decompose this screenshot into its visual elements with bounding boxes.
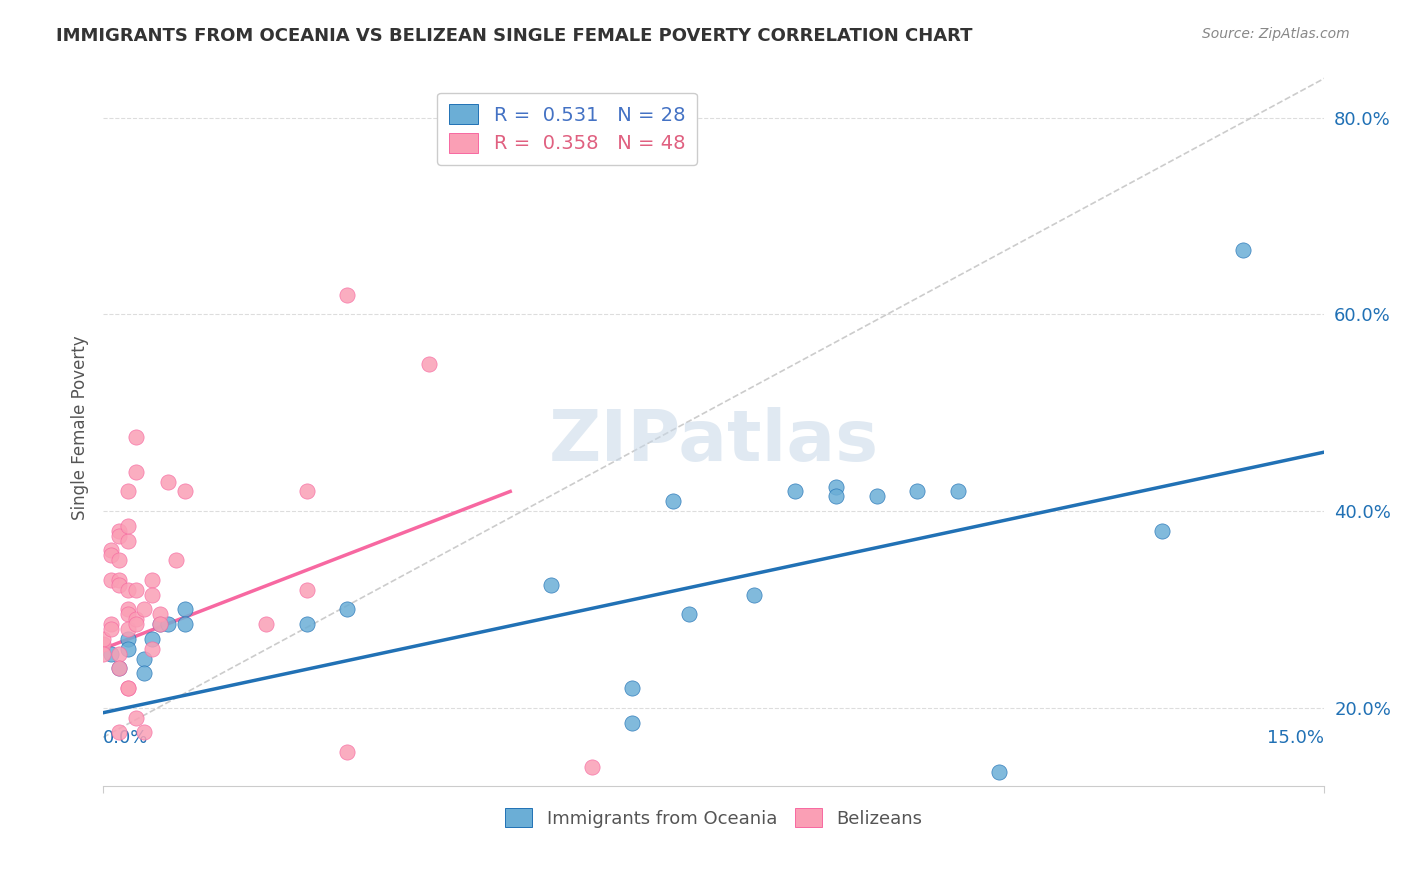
Point: [117, 533, 139, 548]
Point: [100, 573, 122, 587]
Point: [540, 578, 562, 592]
Point: [125, 465, 148, 479]
Point: [149, 617, 172, 632]
Point: [621, 681, 644, 695]
Point: [418, 357, 440, 371]
Point: [117, 582, 139, 597]
Point: [336, 287, 359, 301]
Point: [1150, 524, 1173, 538]
Point: [173, 617, 195, 632]
Text: ZIPatlas: ZIPatlas: [548, 408, 879, 476]
Point: [108, 661, 131, 675]
Point: [125, 711, 148, 725]
Point: [100, 647, 122, 661]
Point: [108, 529, 131, 543]
Point: [91, 647, 114, 661]
Point: [100, 549, 122, 563]
Point: [987, 764, 1010, 779]
Point: [117, 519, 139, 533]
Point: [157, 617, 180, 632]
Point: [125, 612, 148, 626]
Point: [100, 617, 122, 632]
Point: [825, 489, 848, 503]
Point: [946, 484, 969, 499]
Point: [141, 573, 163, 587]
Point: [117, 681, 139, 695]
Point: [785, 484, 807, 499]
Point: [132, 651, 155, 665]
Point: [108, 725, 131, 739]
Point: [149, 607, 172, 622]
Point: [91, 637, 114, 651]
Point: [295, 582, 318, 597]
Point: [91, 632, 114, 646]
Point: [117, 622, 139, 636]
Point: [100, 622, 122, 636]
Point: [141, 632, 163, 646]
Point: [117, 602, 139, 616]
Point: [117, 484, 139, 499]
Point: [905, 484, 928, 499]
Point: [108, 553, 131, 567]
Legend: Immigrants from Oceania, Belizeans: Immigrants from Oceania, Belizeans: [498, 801, 929, 835]
Point: [295, 617, 318, 632]
Point: [254, 617, 277, 632]
Point: [132, 725, 155, 739]
Point: [117, 641, 139, 656]
Point: [1232, 244, 1254, 258]
Point: [173, 484, 195, 499]
Point: [149, 617, 172, 632]
Point: [125, 582, 148, 597]
Text: IMMIGRANTS FROM OCEANIA VS BELIZEAN SINGLE FEMALE POVERTY CORRELATION CHART: IMMIGRANTS FROM OCEANIA VS BELIZEAN SING…: [56, 27, 973, 45]
Point: [108, 573, 131, 587]
Point: [117, 607, 139, 622]
Point: [581, 760, 603, 774]
Point: [621, 715, 644, 730]
Text: 0.0%: 0.0%: [103, 729, 149, 747]
Point: [744, 588, 766, 602]
Point: [662, 494, 685, 508]
Point: [108, 524, 131, 538]
Point: [100, 543, 122, 558]
Point: [117, 681, 139, 695]
Point: [117, 632, 139, 646]
Point: [336, 602, 359, 616]
Point: [132, 666, 155, 681]
Text: Source: ZipAtlas.com: Source: ZipAtlas.com: [1202, 27, 1350, 41]
Point: [108, 578, 131, 592]
Point: [865, 489, 887, 503]
Point: [141, 588, 163, 602]
Point: [165, 553, 187, 567]
Point: [125, 617, 148, 632]
Point: [825, 479, 848, 493]
Point: [678, 607, 700, 622]
Point: [295, 484, 318, 499]
Point: [157, 475, 180, 489]
Point: [108, 647, 131, 661]
Point: [108, 661, 131, 675]
Point: [173, 602, 195, 616]
Point: [336, 745, 359, 759]
Y-axis label: Single Female Poverty: Single Female Poverty: [72, 335, 89, 520]
Point: [141, 641, 163, 656]
Point: [132, 602, 155, 616]
Point: [125, 430, 148, 444]
Text: 15.0%: 15.0%: [1267, 729, 1324, 747]
